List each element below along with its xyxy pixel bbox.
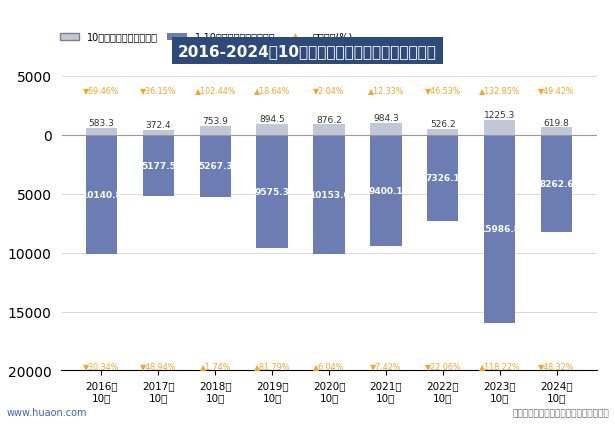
Bar [143,135,174,196]
Text: 数据来源：证监局；华经产业研究院整理: 数据来源：证监局；华经产业研究院整理 [512,409,609,417]
Text: ▲1.74%: ▲1.74% [199,361,231,370]
Text: ▲6.04%: ▲6.04% [313,361,345,370]
Bar [541,135,572,233]
Bar [484,121,515,135]
Bar [86,129,117,135]
Text: ▼36.15%: ▼36.15% [140,86,177,95]
Text: 7326.1: 7326.1 [426,174,460,183]
Bar [86,135,117,255]
Text: 753.9: 753.9 [202,117,228,126]
Text: ▲18.64%: ▲18.64% [254,86,290,95]
Text: 583.3: 583.3 [89,119,114,128]
Text: ▼48.94%: ▼48.94% [140,361,177,370]
Text: 15986.8: 15986.8 [479,225,520,234]
Bar [143,131,174,135]
Bar [200,135,231,197]
Bar [370,124,402,135]
Text: ▼69.46%: ▼69.46% [83,86,120,95]
Text: ▼48.32%: ▼48.32% [538,361,575,370]
Text: ▼49.42%: ▼49.42% [538,86,575,95]
Text: 专业严谨 · 客观科学: 专业严谨 · 客观科学 [539,10,603,20]
Text: 9575.3: 9575.3 [255,187,290,196]
Text: ▲81.79%: ▲81.79% [254,361,290,370]
Text: ▼2.04%: ▼2.04% [313,86,345,95]
Text: 984.3: 984.3 [373,114,399,123]
Text: ▼7.42%: ▼7.42% [370,361,402,370]
Bar [427,135,458,222]
Text: 876.2: 876.2 [316,115,342,124]
Text: 10153.6: 10153.6 [309,191,349,200]
Bar [370,135,402,246]
Legend: 10月期货成交量（万手）, 1-10月期货成交量（万手）, 同比增长(%): 10月期货成交量（万手）, 1-10月期货成交量（万手）, 同比增长(%) [56,29,357,46]
Text: ▲12.33%: ▲12.33% [368,86,404,95]
Text: 5267.3: 5267.3 [198,162,232,171]
Bar [256,135,288,248]
Text: 526.2: 526.2 [430,119,456,128]
Text: ▼22.06%: ▼22.06% [424,361,461,370]
Text: 2016-2024年10月郑州商品交易所白糖期货成交量: 2016-2024年10月郑州商品交易所白糖期货成交量 [178,43,437,59]
Text: 894.5: 894.5 [260,115,285,124]
Text: 1225.3: 1225.3 [484,111,515,120]
Text: ▲118.22%: ▲118.22% [479,361,520,370]
Bar [541,128,572,135]
Text: 619.8: 619.8 [544,118,569,127]
Bar [484,135,515,323]
Text: 5177.5: 5177.5 [141,161,176,170]
Text: ▼30.34%: ▼30.34% [83,361,120,370]
Text: 372.4: 372.4 [146,121,171,130]
Text: ▲132.85%: ▲132.85% [479,86,520,95]
Bar [427,129,458,135]
Bar [200,127,231,135]
Text: 🔷 华经情报网: 🔷 华经情报网 [12,9,62,21]
Text: ▲102.44%: ▲102.44% [194,86,236,95]
Bar [256,125,288,135]
Text: 8262.6: 8262.6 [539,179,574,189]
Text: 9400.1: 9400.1 [368,186,403,195]
Text: ▼46.53%: ▼46.53% [424,86,461,95]
Bar [314,135,344,255]
Text: www.huaon.com: www.huaon.com [6,408,87,417]
Text: 10140.8: 10140.8 [81,190,122,199]
Bar [314,125,344,135]
